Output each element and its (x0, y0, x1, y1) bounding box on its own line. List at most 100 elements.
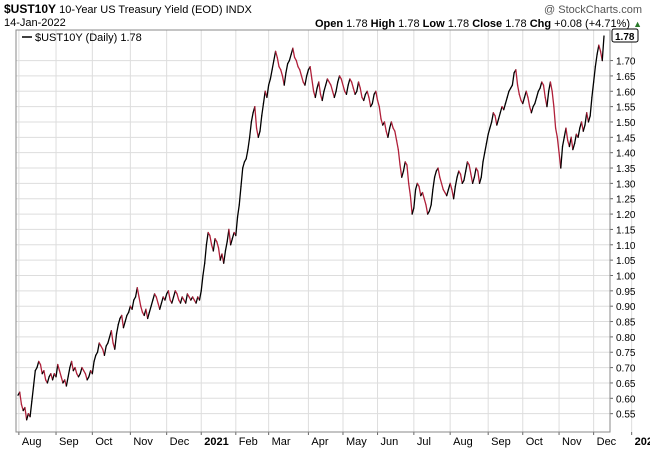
series-segment (490, 112, 495, 123)
x-tick-label: Aug (453, 436, 473, 448)
series-segment (267, 78, 272, 86)
series-segment (411, 207, 415, 215)
series-segment (561, 136, 565, 148)
series-segment (454, 176, 458, 188)
chart-header: $UST10Y 10-Year US Treasury Yield (EOD) … (4, 2, 646, 30)
series-segment (414, 182, 418, 191)
series-segment (152, 293, 156, 301)
series-segment (368, 96, 372, 108)
series-segment (242, 161, 246, 169)
series-segment (577, 127, 581, 138)
series-segment (280, 69, 284, 77)
series-segment (497, 112, 501, 120)
series-segment (499, 105, 503, 114)
series-segment (530, 105, 534, 114)
series-segment (58, 370, 62, 378)
y-tick-label: 0.65 (616, 379, 636, 390)
series-segment (159, 302, 163, 310)
series-segment (55, 363, 59, 378)
y-tick-label: 0.90 (616, 302, 636, 313)
series-segment (231, 231, 235, 240)
series-segment (115, 323, 119, 335)
close-label: Close (472, 18, 503, 30)
series-segment (288, 53, 292, 62)
y-tick-label: 1.05 (616, 256, 636, 267)
y-tick-label: 1.20 (616, 210, 636, 221)
series-segment (546, 90, 550, 108)
series-segment (224, 241, 228, 252)
series-segment (522, 96, 526, 105)
x-tick-label: Mar (272, 436, 291, 448)
close-value: 1.78 (505, 18, 527, 30)
series-segment (432, 176, 436, 191)
series-segment (240, 167, 244, 188)
series-segment (325, 78, 329, 86)
series-segment (337, 75, 341, 83)
series-segment (236, 204, 240, 218)
open-label: Open (314, 18, 344, 30)
series-segment (601, 35, 605, 62)
series-segment (330, 84, 334, 92)
series-segment (255, 127, 259, 138)
series-segment (421, 191, 425, 200)
series-segment (299, 69, 303, 77)
series-segment (136, 287, 140, 298)
y-axis: 0.55 0.60 0.65 0.70 0.75 0.80 0.85 0.90 0.95 1.00… (610, 57, 636, 421)
series-segment (553, 105, 557, 129)
plot-frame (15, 29, 611, 433)
series-segment (269, 69, 273, 80)
x-tick-label: May (346, 436, 367, 448)
series-segment (46, 376, 50, 384)
series-segment (380, 118, 384, 126)
price-series (17, 35, 605, 421)
y-tick-label: 1.60 (616, 87, 636, 98)
series-segment (172, 290, 176, 298)
series-segment (586, 112, 590, 123)
series-segment (463, 170, 467, 181)
series-segment (468, 164, 472, 175)
y-tick-label: 1.25 (616, 195, 636, 206)
series-segment (74, 366, 78, 375)
series-segment (456, 170, 460, 178)
low-label: Low (422, 18, 445, 30)
series-segment (440, 182, 444, 191)
series-segment (423, 198, 427, 206)
series-segment (352, 87, 356, 95)
series-segment (433, 170, 437, 178)
series-segment (477, 170, 481, 185)
series-segment (397, 148, 401, 166)
series-segment (383, 121, 387, 132)
series-segment (584, 112, 588, 126)
open-value: 1.78 (346, 18, 368, 30)
series-segment (525, 90, 529, 99)
series-segment (516, 84, 520, 95)
series-segment (539, 81, 543, 89)
series-segment (60, 376, 64, 384)
series-segment (494, 115, 498, 126)
series-segment (549, 81, 553, 92)
series-segment (276, 56, 280, 68)
series-segment (378, 105, 382, 120)
series-segment (340, 78, 344, 86)
series-segment (164, 293, 168, 301)
series-segment (375, 90, 379, 102)
series-segment (485, 133, 489, 145)
series-segment (223, 250, 227, 264)
series-segment (496, 118, 500, 126)
series-segment (155, 296, 159, 304)
series-segment (235, 216, 239, 237)
security-name: 10-Year US Treasury Yield (EOD) (59, 4, 223, 16)
series-segment (395, 139, 399, 151)
series-segment (261, 102, 265, 117)
ticker-symbol: $UST10Y (4, 2, 57, 16)
series-segment (121, 314, 125, 329)
series-segment (114, 333, 118, 350)
series-segment (390, 121, 394, 129)
x-tick-label: 2022 (635, 436, 650, 448)
series-segment (484, 142, 488, 154)
series-segment (459, 173, 463, 185)
y-tick-label: 0.60 (616, 394, 636, 405)
series-segment (560, 145, 564, 169)
series-segment (356, 81, 360, 92)
series-segment (257, 130, 261, 138)
